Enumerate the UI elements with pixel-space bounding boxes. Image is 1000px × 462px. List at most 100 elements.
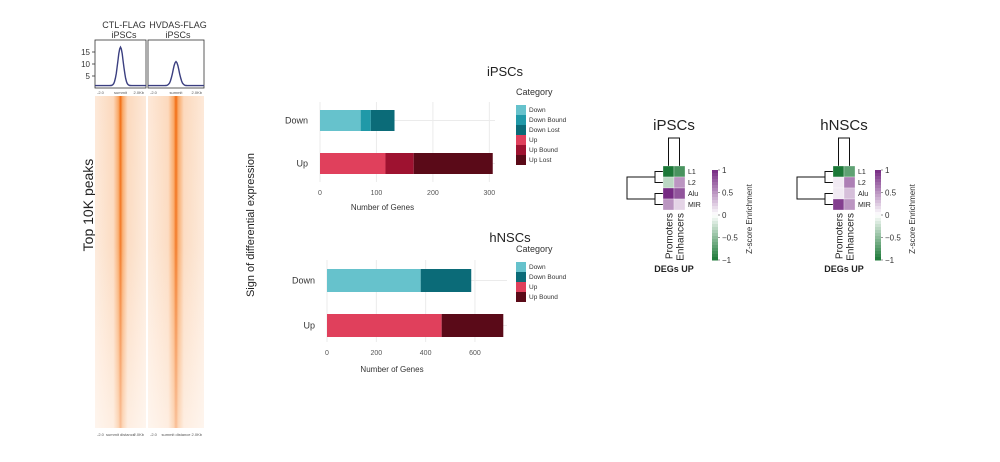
colorbar-step [712,230,718,234]
colorbar-step [875,197,881,201]
enrich-title: iPSCs [653,117,695,134]
enrich-row-label: Alu [688,191,698,198]
bar-segment [327,314,442,337]
legend-label: Up Bound [529,147,558,154]
enrich-col-label: Enhancers [846,213,857,261]
colorbar-step [875,248,881,252]
colorbar-step [875,227,881,231]
colorbar-step [712,251,718,255]
row-dendrogram [796,176,825,200]
enrich-cell [662,165,675,178]
legend-swatch [516,135,526,145]
enrich-row-label: MIR [688,202,701,209]
bar-xlabel: Number of Genes [351,203,414,212]
bar-segment [420,269,472,292]
column-dendrogram [668,137,680,166]
colorbar-step [712,191,718,195]
bar-segment [360,110,371,131]
colorbar-step [712,248,718,252]
enrich-xlabel: DEGs UP [654,264,694,274]
bar-xtick-label: 0 [318,190,322,197]
bar-chart-title: hNSCs [489,230,531,245]
colorbar-step [712,218,718,222]
column-title-ctl: CTL-FLAG iPSCs [96,20,152,40]
legend-label: Down Lost [529,127,560,134]
colorbar-step [875,212,881,216]
profile-line [95,45,146,87]
colorbar-step [712,221,718,225]
heat-xtick-label: -2.0 [97,432,105,437]
colorbar-step [875,185,881,189]
legend-swatch [516,272,526,282]
colorbar-step [875,215,881,219]
bar-xtick-label: 300 [484,190,496,197]
bar-xtick-label: 200 [370,350,382,357]
bar-chart-title: iPSCs [487,64,524,79]
colorbar-step [712,257,718,261]
bar-segment [385,153,414,174]
bar-segment [320,110,361,131]
colorbar-tick-label: 1 [722,166,727,175]
enrich-title: hNSCs [820,117,868,134]
row-dendrogram [654,193,663,205]
colorbar-step [875,233,881,237]
legend-label: Down Bound [529,117,567,124]
bar-xtick-label: 400 [420,350,432,357]
colorbar-step [712,185,718,189]
heat-xtick-label: 2.0Kb [134,432,145,437]
column-title-ctl-line1: CTL-FLAG [102,20,146,30]
colorbar-step [712,197,718,201]
bar-segment [327,269,421,292]
column-title-hvdas-line1: HVDAS-FLAG [149,20,207,30]
colorbar-step [875,218,881,222]
enrich-row-label: L1 [858,169,866,176]
legend-swatch [516,155,526,165]
colorbar-tick-label: −1 [885,256,895,265]
profile-xtick-label: 2.0Kb [192,90,203,95]
colorbar-step [875,182,881,186]
colorbar-step [875,245,881,249]
column-title-ctl-line2: iPSCs [111,30,137,40]
legend-swatch [516,262,526,272]
colorbar-step [712,203,718,207]
colorbar-tick-label: 0.5 [722,189,734,198]
colorbar-step [875,221,881,225]
colorbar-step [875,206,881,210]
legend-title: Category [516,87,553,97]
colorbar-label: Z-score Enrichment [745,183,754,254]
profile-ytick-label: 15 [81,48,90,57]
peak-heatmap-panel: Top 10K peaks CTL-FLAG iPSCs HVDAS-FLAG … [0,0,220,462]
bar-xlabel: Number of Genes [360,365,423,374]
bar-category-label: Up [303,321,315,331]
colorbar-step [712,242,718,246]
bar-charts: iPSCs 0 100 200 300 Down Up Number of Genes Cate… [285,64,567,374]
peak-heatmap-fade [95,96,146,428]
heat-xtick-label: 2.0Kb [192,432,203,437]
bar-category-label: Down [292,276,315,286]
profile-frame [147,39,205,89]
colorbar-step [712,173,718,177]
colorbar-step [875,179,881,183]
column-title-hvdas-line2: iPSCs [165,30,191,40]
colorbar-step [875,230,881,234]
colorbar-tick-label: 0.5 [885,189,897,198]
enrich-cell [832,198,845,211]
row-dendrogram [626,176,655,200]
enrich-row-label: L1 [688,169,696,176]
enrich-cell [843,176,856,189]
colorbar-step [875,224,881,228]
legend-label: Down [529,264,546,271]
profile-xtick-label: -2.0 [150,90,158,95]
enrich-cell [662,198,675,211]
profile-frame [94,39,147,89]
colorbar-step [712,194,718,198]
legend-swatch [516,105,526,115]
enrich-cell [673,187,686,200]
enrich-col-label: Promoters [835,213,846,259]
profile-line [148,60,204,87]
bar-xtick-label: 600 [469,350,481,357]
colorbar-step [712,236,718,240]
bar-xtick-label: 100 [371,190,383,197]
colorbar-tick-label: −0.5 [722,234,738,243]
legend-swatch [516,292,526,302]
